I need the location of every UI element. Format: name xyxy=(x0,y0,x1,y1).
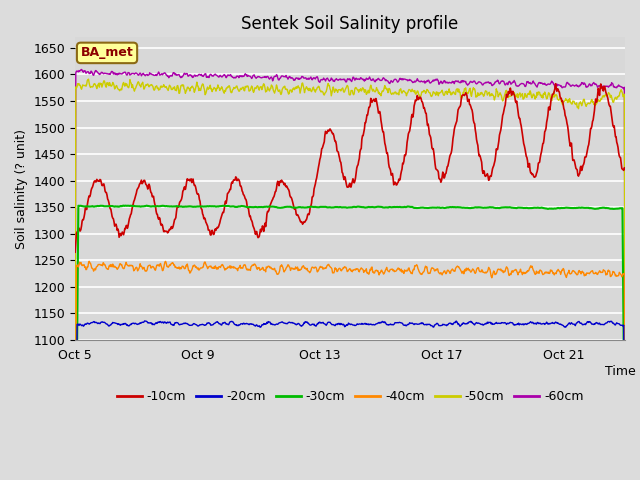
X-axis label: Time: Time xyxy=(605,365,636,378)
-20cm xyxy=(91,320,99,325)
-60cm xyxy=(77,67,85,72)
-10cm xyxy=(552,81,559,86)
-20cm xyxy=(141,318,148,324)
-60cm xyxy=(71,355,79,360)
-10cm xyxy=(71,249,79,255)
-20cm xyxy=(272,322,280,327)
-50cm xyxy=(272,86,280,92)
-40cm xyxy=(92,267,99,273)
-20cm xyxy=(516,321,524,327)
-50cm xyxy=(92,82,99,88)
-40cm xyxy=(383,267,391,273)
-60cm xyxy=(202,71,209,77)
-40cm xyxy=(516,268,524,274)
-40cm xyxy=(202,259,209,265)
-20cm xyxy=(202,323,209,328)
-40cm xyxy=(301,265,309,271)
-30cm xyxy=(383,204,391,210)
Line: -10cm: -10cm xyxy=(75,84,625,252)
-30cm xyxy=(272,204,280,210)
-50cm xyxy=(301,86,309,92)
-20cm xyxy=(301,319,309,324)
-10cm xyxy=(515,116,523,121)
-60cm xyxy=(383,78,391,84)
-10cm xyxy=(91,178,99,184)
-60cm xyxy=(516,82,524,87)
Text: BA_met: BA_met xyxy=(81,47,133,60)
-30cm xyxy=(91,204,99,209)
-50cm xyxy=(84,76,92,82)
-50cm xyxy=(71,363,79,369)
-50cm xyxy=(383,86,391,92)
-50cm xyxy=(202,92,209,97)
Line: -60cm: -60cm xyxy=(75,70,625,366)
-60cm xyxy=(301,75,309,81)
-10cm xyxy=(383,150,390,156)
Line: -20cm: -20cm xyxy=(75,321,625,480)
Y-axis label: Soil salinity (? unit): Soil salinity (? unit) xyxy=(15,129,28,249)
-50cm xyxy=(621,367,629,372)
-20cm xyxy=(383,322,391,328)
-50cm xyxy=(516,90,524,96)
-40cm xyxy=(85,258,93,264)
-30cm xyxy=(202,204,209,209)
-40cm xyxy=(272,268,280,274)
Line: -30cm: -30cm xyxy=(75,205,625,480)
-10cm xyxy=(621,166,629,171)
-60cm xyxy=(272,73,280,79)
-30cm xyxy=(516,205,524,211)
-10cm xyxy=(271,189,279,194)
-10cm xyxy=(201,215,209,221)
-30cm xyxy=(120,203,127,208)
-60cm xyxy=(621,363,629,369)
Legend: -10cm, -20cm, -30cm, -40cm, -50cm, -60cm: -10cm, -20cm, -30cm, -40cm, -50cm, -60cm xyxy=(111,385,589,408)
-60cm xyxy=(92,68,99,73)
Line: -50cm: -50cm xyxy=(75,79,625,370)
-40cm xyxy=(621,433,629,439)
-30cm xyxy=(301,204,309,210)
Title: Sentek Soil Salinity profile: Sentek Soil Salinity profile xyxy=(241,15,459,33)
-10cm xyxy=(301,219,308,225)
Line: -40cm: -40cm xyxy=(75,261,625,480)
